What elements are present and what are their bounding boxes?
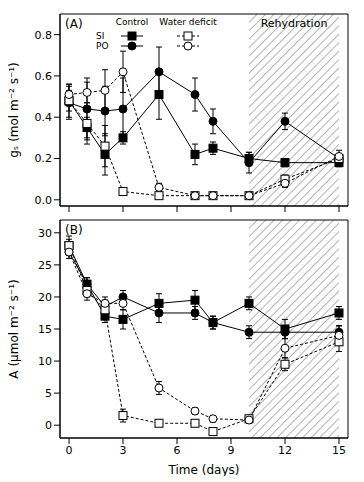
svg-text:Rehydration: Rehydration [261,17,328,30]
svg-text:0.6: 0.6 [35,70,53,83]
svg-text:15: 15 [332,444,346,457]
svg-text:30: 30 [38,227,52,240]
svg-text:5: 5 [45,387,52,400]
svg-text:gₛ (mol m⁻² s⁻¹): gₛ (mol m⁻² s⁻¹) [8,62,21,158]
svg-text:Control: Control [116,17,149,27]
svg-text:0.8: 0.8 [35,29,53,42]
svg-text:A (µmol m⁻² s⁻¹): A (µmol m⁻² s⁻¹) [8,279,21,378]
svg-text:9: 9 [228,444,235,457]
svg-text:6: 6 [174,444,181,457]
svg-text:20: 20 [38,291,52,304]
svg-text:25: 25 [38,259,52,272]
svg-text:0.0: 0.0 [35,194,53,207]
svg-text:PO: PO [96,41,109,51]
svg-text:15: 15 [38,323,52,336]
svg-text:SI: SI [96,31,104,41]
svg-text:0.2: 0.2 [35,152,53,165]
svg-text:0: 0 [45,419,52,432]
svg-text:12: 12 [278,444,292,457]
svg-text:3: 3 [120,444,127,457]
svg-text:Time (days): Time (days) [168,463,240,476]
svg-text:0: 0 [66,444,73,457]
svg-text:(A): (A) [65,17,83,31]
svg-text:10: 10 [38,355,52,368]
svg-text:(B): (B) [65,223,83,237]
svg-text:Water deficit: Water deficit [159,17,217,27]
svg-text:0.4: 0.4 [35,111,53,124]
